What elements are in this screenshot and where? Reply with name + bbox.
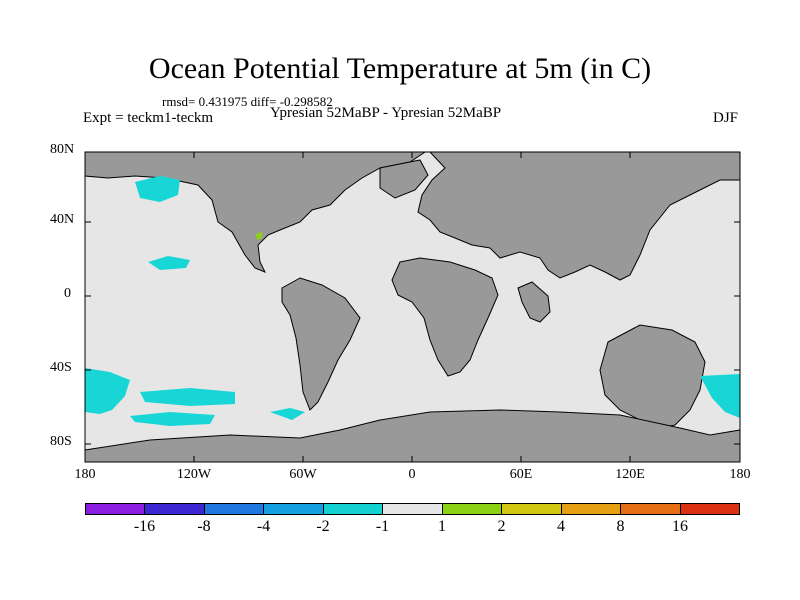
anomaly-southeast-of-australia xyxy=(700,374,740,418)
land-eurasia xyxy=(417,151,741,281)
colorbar-segment xyxy=(502,504,562,514)
period-comparison-label: Ypresian 52MaBP - Ypresian 52MaBP xyxy=(270,105,502,121)
experiment-label: Expt = teckm1-teckm xyxy=(83,110,214,126)
colorbar-label: -1 xyxy=(375,518,390,535)
colorbar-label: -16 xyxy=(133,518,156,535)
lon-label-180e: 180 xyxy=(729,467,751,482)
colorbar-segment xyxy=(264,504,324,514)
anomaly-drake-passage xyxy=(270,408,305,420)
colorbar-label: 8 xyxy=(616,518,625,535)
rmsd-diff-stats: rmsd= 0.431975 diff= -0.298582 xyxy=(162,94,333,109)
lat-label-40s: 40S xyxy=(50,360,72,375)
colorbar-label: 1 xyxy=(438,518,446,535)
lon-label-180w: 180 xyxy=(74,467,96,482)
colorbar-label: -2 xyxy=(316,518,330,535)
colorbar-segment xyxy=(204,504,265,514)
colorbar-label: -4 xyxy=(256,518,271,535)
axis-ticks xyxy=(84,151,741,462)
land-greenland xyxy=(379,159,429,199)
colorbar-segment xyxy=(680,504,739,514)
colorbar xyxy=(85,503,740,515)
lon-label-60w: 60W xyxy=(289,467,317,482)
colorbar-segment xyxy=(383,504,443,514)
lon-label-0: 0 xyxy=(408,467,416,482)
lat-label-80s: 80S xyxy=(50,434,72,449)
colorbar-segment xyxy=(621,504,681,514)
land-australia xyxy=(599,324,706,429)
season-label: DJF xyxy=(713,110,739,126)
lat-label-80n: 80N xyxy=(50,142,75,157)
colorbar-segment xyxy=(442,504,503,514)
anomaly-south-pacific-west xyxy=(85,368,130,414)
colorbar-segment xyxy=(145,504,205,514)
colorbar-label: 16 xyxy=(672,518,688,535)
colorbar-segment xyxy=(323,504,384,514)
land-africa xyxy=(391,257,499,377)
lon-label-60e: 60E xyxy=(509,467,533,482)
colorbar-segment xyxy=(86,504,146,514)
lat-label-0: 0 xyxy=(64,286,71,301)
colorbar-segment xyxy=(561,504,622,514)
lat-label-40n: 40N xyxy=(50,212,75,227)
colorbar-label: 4 xyxy=(557,518,565,535)
anomaly-south-pacific-band xyxy=(130,412,215,426)
lon-label-120w: 120W xyxy=(176,467,212,482)
map-title: Ocean Potential Temperature at 5m (in C) xyxy=(148,52,652,85)
lon-label-120e: 120E xyxy=(615,467,645,482)
land-india xyxy=(517,281,551,323)
colorbar-label: -8 xyxy=(197,518,211,535)
colorbar-label: 2 xyxy=(497,518,506,535)
land-south-america xyxy=(281,277,361,411)
anomaly-warm-spot xyxy=(256,232,262,240)
anomaly-east-pacific xyxy=(148,256,190,270)
anomaly-south-pacific-center xyxy=(140,388,235,406)
anomaly-north-pacific xyxy=(135,176,180,202)
